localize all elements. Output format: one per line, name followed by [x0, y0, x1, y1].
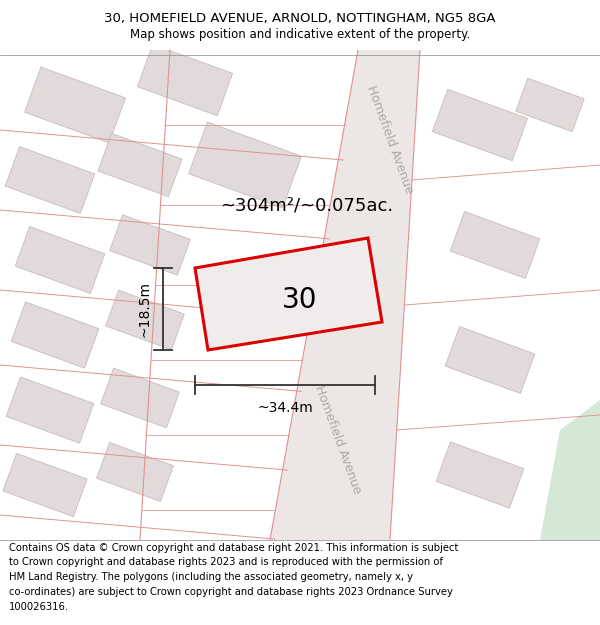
Text: ~18.5m: ~18.5m	[137, 281, 151, 337]
Text: 30, HOMEFIELD AVENUE, ARNOLD, NOTTINGHAM, NG5 8GA: 30, HOMEFIELD AVENUE, ARNOLD, NOTTINGHAM…	[104, 12, 496, 25]
Polygon shape	[433, 89, 527, 161]
Text: ~304m²/~0.075ac.: ~304m²/~0.075ac.	[220, 196, 393, 214]
Polygon shape	[97, 442, 173, 501]
Text: Homefield Avenue: Homefield Avenue	[364, 84, 416, 196]
Text: Homefield Avenue: Homefield Avenue	[313, 384, 364, 496]
Text: HM Land Registry. The polygons (including the associated geometry, namely x, y: HM Land Registry. The polygons (includin…	[9, 572, 413, 582]
Polygon shape	[450, 212, 540, 278]
Text: to Crown copyright and database rights 2023 and is reproduced with the permissio: to Crown copyright and database rights 2…	[9, 558, 443, 568]
Polygon shape	[11, 302, 99, 368]
Polygon shape	[25, 67, 125, 143]
Polygon shape	[5, 147, 95, 213]
Text: 30: 30	[282, 286, 318, 314]
Polygon shape	[98, 133, 182, 197]
Polygon shape	[540, 400, 600, 540]
Polygon shape	[270, 50, 420, 540]
Polygon shape	[15, 227, 105, 293]
Text: Contains OS data © Crown copyright and database right 2021. This information is : Contains OS data © Crown copyright and d…	[9, 542, 458, 552]
Polygon shape	[106, 290, 184, 350]
Text: Map shows position and indicative extent of the property.: Map shows position and indicative extent…	[130, 28, 470, 41]
Text: co-ordinates) are subject to Crown copyright and database rights 2023 Ordnance S: co-ordinates) are subject to Crown copyr…	[9, 587, 453, 597]
Text: 100026316.: 100026316.	[9, 602, 69, 612]
Text: ~34.4m: ~34.4m	[257, 401, 313, 415]
Polygon shape	[110, 215, 190, 275]
Polygon shape	[188, 122, 301, 208]
Polygon shape	[3, 453, 87, 517]
Polygon shape	[516, 78, 584, 132]
Polygon shape	[195, 238, 382, 350]
Polygon shape	[6, 377, 94, 443]
Polygon shape	[445, 327, 535, 393]
Polygon shape	[101, 368, 179, 428]
Polygon shape	[137, 44, 233, 116]
Polygon shape	[436, 442, 524, 508]
